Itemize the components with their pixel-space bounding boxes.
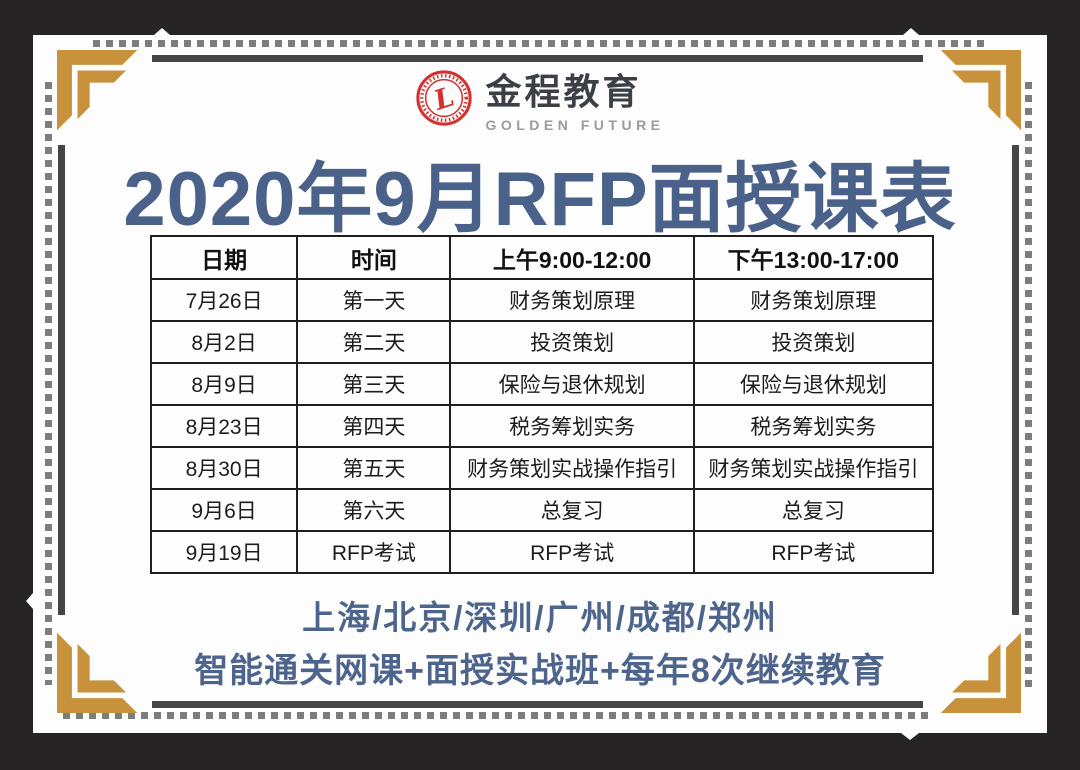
schedule-cell: 财务策划实战操作指引 bbox=[449, 446, 695, 490]
schedule-cell: 投资策划 bbox=[449, 320, 695, 364]
solid-border-right bbox=[1012, 145, 1019, 615]
schedule-row: 9月6日 第六天 总复习 总复习 bbox=[149, 488, 935, 532]
schedule-header-cell: 下午13:00-17:00 bbox=[692, 235, 935, 280]
brand-logo: L 金程教育 GOLDEN FUTURE bbox=[33, 63, 1047, 133]
gold-corner-icon bbox=[940, 50, 1021, 131]
schedule-cell: 第三天 bbox=[296, 362, 452, 406]
dotted-border-top bbox=[93, 40, 987, 47]
paper-notch bbox=[901, 733, 919, 740]
schedule-cell: 税务筹划实务 bbox=[449, 404, 695, 448]
poster-title: 2020年9月RFP面授课表 bbox=[123, 157, 957, 242]
gold-corner-icon bbox=[940, 632, 1021, 713]
schedule-cell: 8月23日 bbox=[149, 404, 299, 448]
schedule-cell: 保险与退休规划 bbox=[449, 362, 695, 406]
golden-future-seal-icon: L bbox=[416, 70, 473, 126]
schedule-cell: 8月9日 bbox=[149, 362, 299, 406]
schedule-header-cell: 日期 bbox=[149, 235, 299, 280]
schedule-cell: 第一天 bbox=[296, 278, 452, 322]
schedule-cell: 第五天 bbox=[296, 446, 452, 490]
dotted-border-left bbox=[45, 82, 52, 685]
schedule-cell: 8月30日 bbox=[149, 446, 299, 490]
paper-notch bbox=[903, 28, 919, 35]
schedule-table: 日期 时间 上午9:00-12:00 下午13:00-17:00 7月26日 第一天 财务… bbox=[149, 235, 935, 574]
schedule-cell: 第二天 bbox=[296, 320, 452, 364]
schedule-cell: RFP考试 bbox=[692, 530, 935, 574]
paper-notch bbox=[26, 593, 33, 609]
solid-border-top bbox=[152, 55, 923, 62]
schedule-header-cell: 上午9:00-12:00 bbox=[449, 235, 695, 280]
schedule-cell: 投资策划 bbox=[692, 320, 935, 364]
schedule-row: 7月26日 第一天 财务策划原理 财务策划原理 bbox=[149, 278, 935, 322]
schedule-cell: 第四天 bbox=[296, 404, 452, 448]
poster-card: L 金程教育 GOLDEN FUTURE 2020年9月RFP面授课表 日期 时间… bbox=[26, 28, 1047, 740]
schedule-cell: 税务筹划实务 bbox=[692, 404, 935, 448]
schedule-cell: RFP考试 bbox=[296, 530, 452, 574]
schedule-row: 8月23日 第四天 税务筹划实务 税务筹划实务 bbox=[149, 404, 935, 448]
solid-border-bottom bbox=[152, 701, 923, 708]
schedule-cell: 第六天 bbox=[296, 488, 452, 532]
dotted-border-bottom bbox=[63, 712, 932, 719]
schedule-header-cell: 时间 bbox=[296, 235, 452, 280]
svg-text:L: L bbox=[430, 81, 459, 117]
schedule-cell: 保险与退休规划 bbox=[692, 362, 935, 406]
schedule-cell: 总复习 bbox=[692, 488, 935, 532]
schedule-cell: 9月6日 bbox=[149, 488, 299, 532]
schedule-cell: RFP考试 bbox=[449, 530, 695, 574]
schedule-row: 8月2日 第二天 投资策划 投资策划 bbox=[149, 320, 935, 364]
schedule-cell: 财务策划原理 bbox=[692, 278, 935, 322]
schedule-cell: 财务策划实战操作指引 bbox=[692, 446, 935, 490]
schedule-header-row: 日期 时间 上午9:00-12:00 下午13:00-17:00 bbox=[149, 235, 935, 280]
solid-border-left bbox=[58, 145, 65, 615]
schedule-row: 9月19日 RFP考试 RFP考试 RFP考试 bbox=[149, 530, 935, 574]
schedule-cell: 总复习 bbox=[449, 488, 695, 532]
schedule-cell: 9月19日 bbox=[149, 530, 299, 574]
dotted-border-right bbox=[1025, 82, 1032, 690]
cities-line: 上海/北京/深圳/广州/成都/郑州 bbox=[302, 599, 778, 636]
schedule-cell: 财务策划原理 bbox=[449, 278, 695, 322]
schedule-row: 8月30日 第五天 财务策划实战操作指引 财务策划实战操作指引 bbox=[149, 446, 935, 490]
brand-name: 金程教育 bbox=[485, 71, 642, 112]
schedule-cell: 8月2日 bbox=[149, 320, 299, 364]
paper-notch bbox=[154, 28, 170, 35]
gold-corner-icon bbox=[57, 632, 138, 713]
brand-subtitle: GOLDEN FUTURE bbox=[485, 117, 665, 133]
gold-corner-icon bbox=[57, 50, 138, 131]
schedule-cell: 7月26日 bbox=[149, 278, 299, 322]
services-line: 智能通关网课+面授实战班+每年8次继续教育 bbox=[194, 652, 886, 690]
schedule-row: 8月9日 第三天 保险与退休规划 保险与退休规划 bbox=[149, 362, 935, 406]
